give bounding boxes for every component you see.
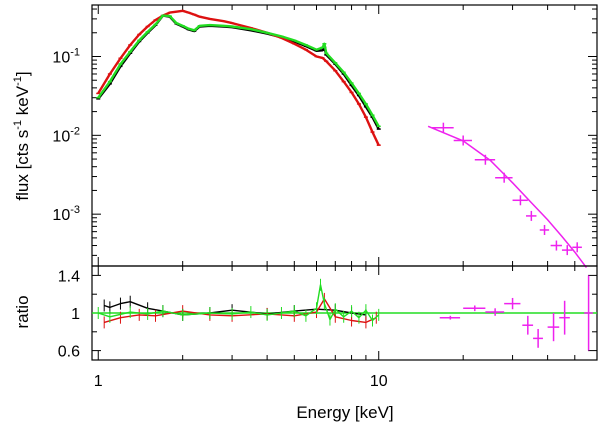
y-tick-label: 10-3 (52, 204, 80, 224)
ratio-panel: 1 10 1.4 1 0.6 (58, 265, 598, 390)
y-tick-label: 10-1 (52, 46, 80, 66)
x-axis-title: Energy [keV] (296, 403, 393, 422)
x-tick-label: 1 (94, 373, 103, 390)
spectrum-y-axis-title: flux [cts s-1 keV-1] (12, 71, 32, 200)
ratio-y-tick-label: 1 (71, 306, 80, 323)
spectrum-frame (91, 4, 598, 267)
spectrum-series-red (97, 9, 380, 146)
ratio-y-axis-title: ratio (13, 295, 32, 328)
ratio-y-tick-label: 0.6 (58, 344, 80, 361)
ratio-series-green (97, 284, 380, 322)
spectrum-panel: 10-1 10-2 10-3 (52, 4, 598, 269)
spectrum-model-magenta (427, 125, 588, 269)
ratio-y-tick-label: 1.4 (58, 268, 80, 285)
y-tick-label: 10-2 (52, 125, 80, 145)
x-tick-label: 10 (370, 373, 388, 390)
